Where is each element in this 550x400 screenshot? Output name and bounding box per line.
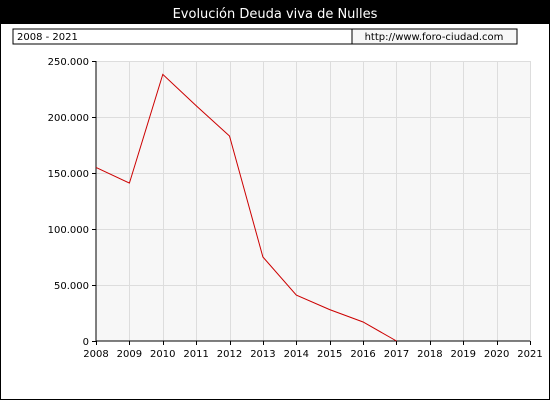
y-tick-label: 50.000	[54, 281, 89, 292]
data-point	[362, 320, 365, 323]
x-tick-label: 2017	[384, 349, 409, 360]
plot-area	[96, 61, 530, 341]
x-tick-label: 2011	[183, 349, 208, 360]
x-tick-label: 2012	[217, 349, 242, 360]
data-point	[328, 308, 331, 311]
axis-labels: 2008 2009 2010 2011 2012 2013 2014 2015 2016 2017…	[48, 57, 543, 360]
series-layer	[95, 73, 398, 343]
data-point	[161, 73, 164, 76]
axis-ticks	[92, 61, 531, 345]
data-point	[95, 166, 98, 169]
y-tick-label: 150.000	[48, 169, 89, 180]
period-label: 2008 - 2021	[17, 32, 78, 43]
x-tick-label: 2016	[350, 349, 375, 360]
x-tick-label: 2020	[484, 349, 509, 360]
x-tick-label: 2015	[317, 349, 342, 360]
x-tick-label: 2021	[517, 349, 542, 360]
data-point	[195, 104, 198, 107]
x-tick-label: 2010	[150, 349, 175, 360]
y-tick-label: 200.000	[48, 113, 89, 124]
x-tick-label: 2008	[83, 349, 108, 360]
y-tick-label: 0	[83, 337, 89, 348]
x-tick-label: 2014	[284, 349, 309, 360]
data-point	[295, 294, 298, 297]
source-url[interactable]: http://www.foro-ciudad.com	[365, 32, 504, 43]
data-point	[228, 135, 231, 138]
data-point	[128, 182, 131, 185]
y-tick-label: 100.000	[48, 225, 89, 236]
url-box	[351, 28, 518, 45]
x-tick-label: 2018	[417, 349, 442, 360]
x-tick-label: 2019	[451, 349, 476, 360]
y-tick-label: 250.000	[48, 57, 89, 68]
series-line	[95, 73, 397, 342]
x-tick-label: 2009	[117, 349, 142, 360]
chart-title: Evolución Deuda viva de Nulles	[173, 7, 378, 22]
grid-lines	[96, 61, 531, 341]
x-tick-label: 2013	[250, 349, 275, 360]
data-point	[395, 340, 398, 343]
data-point	[261, 256, 264, 259]
